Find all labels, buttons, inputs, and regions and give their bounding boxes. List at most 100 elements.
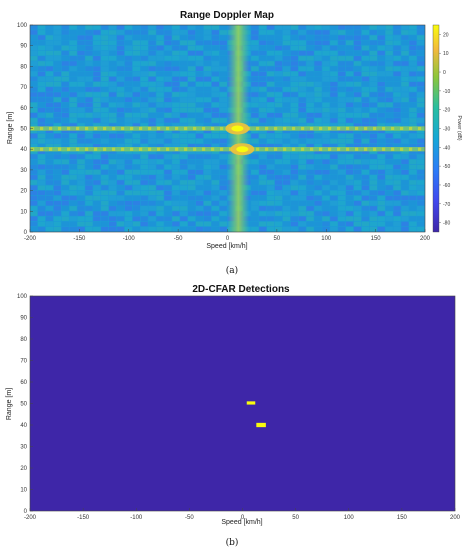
noise-cell xyxy=(346,128,354,134)
noise-cell xyxy=(322,66,330,71)
noise-cell xyxy=(346,185,354,190)
noise-cell xyxy=(338,128,346,134)
noise-cell xyxy=(140,159,148,165)
noise-cell xyxy=(330,149,338,154)
noise-cell xyxy=(116,123,125,128)
noise-cell xyxy=(211,175,219,180)
noise-cell xyxy=(377,81,385,87)
noise-cell xyxy=(322,107,330,113)
noise-cell xyxy=(314,97,322,103)
noise-cell xyxy=(330,175,338,180)
noise-cell xyxy=(53,190,61,196)
noise-cell xyxy=(338,87,346,92)
noise-cell xyxy=(195,40,204,46)
noise-cell xyxy=(377,180,385,185)
noise-cell xyxy=(188,159,196,165)
noise-cell xyxy=(116,190,125,196)
noise-cell xyxy=(172,50,180,56)
noise-cell xyxy=(393,159,401,165)
noise-cell xyxy=(140,40,148,46)
noise-cell xyxy=(306,30,314,35)
chart-a-y-tick-label: 0 xyxy=(24,230,28,236)
noise-cell xyxy=(116,154,125,159)
noise-cell xyxy=(203,159,212,165)
noise-cell xyxy=(330,56,338,61)
noise-cell xyxy=(267,87,275,92)
noise-cell xyxy=(148,123,156,128)
noise-cell xyxy=(322,195,330,201)
noise-cell xyxy=(361,175,370,180)
noise-cell xyxy=(93,138,101,144)
noise-cell xyxy=(101,35,109,40)
noise-cell xyxy=(124,211,133,216)
range-band-dash xyxy=(382,147,386,151)
colorbar-tick-label: -10 xyxy=(443,89,450,95)
noise-cell xyxy=(409,144,417,149)
noise-cell xyxy=(385,87,393,92)
noise-cell xyxy=(409,107,417,113)
noise-cell xyxy=(338,112,346,118)
noise-cell xyxy=(203,112,212,118)
noise-cell xyxy=(77,123,85,128)
noise-cell xyxy=(37,118,46,123)
noise-cell xyxy=(211,25,219,30)
noise-cell xyxy=(140,128,148,134)
noise-cell xyxy=(93,164,101,170)
noise-cell xyxy=(69,35,77,40)
noise-cell xyxy=(203,40,212,46)
noise-cell xyxy=(282,76,291,82)
noise-cell xyxy=(53,133,61,139)
noise-cell xyxy=(132,61,140,66)
noise-cell xyxy=(417,154,425,159)
noise-cell xyxy=(282,144,291,149)
noise-cell xyxy=(101,185,109,190)
noise-cell xyxy=(164,216,172,222)
noise-cell xyxy=(353,175,362,180)
noise-cell xyxy=(322,169,330,175)
noise-cell xyxy=(393,66,401,71)
noise-cell xyxy=(132,144,140,149)
chart-b-x-tick-label: -150 xyxy=(77,515,90,521)
noise-cell xyxy=(101,159,109,165)
noise-cell xyxy=(188,211,196,216)
noise-cell xyxy=(101,154,109,159)
noise-cell xyxy=(306,164,314,170)
noise-cell xyxy=(101,144,109,149)
noise-cell xyxy=(30,87,38,92)
noise-cell xyxy=(306,175,314,180)
noise-cell xyxy=(330,200,338,206)
noise-cell xyxy=(69,50,77,56)
noise-cell xyxy=(45,206,54,211)
noise-cell xyxy=(148,118,156,123)
noise-cell xyxy=(45,102,54,108)
noise-cell xyxy=(156,66,164,71)
noise-cell xyxy=(377,45,385,51)
noise-cell xyxy=(290,87,298,92)
noise-cell xyxy=(69,180,77,185)
noise-cell xyxy=(219,87,227,92)
noise-cell xyxy=(37,221,46,227)
noise-cell xyxy=(180,56,188,61)
noise-cell xyxy=(53,226,61,232)
noise-cell xyxy=(385,66,393,71)
noise-cell xyxy=(330,195,338,201)
noise-cell xyxy=(251,97,259,103)
noise-cell xyxy=(274,149,283,154)
noise-cell xyxy=(361,190,370,196)
noise-cell xyxy=(101,175,109,180)
noise-cell xyxy=(124,66,133,71)
noise-cell xyxy=(409,200,417,206)
noise-cell xyxy=(377,144,385,149)
noise-cell xyxy=(30,211,38,216)
noise-cell xyxy=(361,216,370,222)
noise-cell xyxy=(282,216,291,222)
noise-cell xyxy=(37,180,46,185)
noise-cell xyxy=(314,112,322,118)
range-band-dash xyxy=(346,147,350,151)
noise-cell xyxy=(85,221,93,227)
range-band-dash xyxy=(319,126,323,131)
noise-cell xyxy=(148,107,156,113)
noise-cell xyxy=(251,66,259,71)
noise-cell xyxy=(109,76,117,82)
noise-cell xyxy=(61,195,69,201)
